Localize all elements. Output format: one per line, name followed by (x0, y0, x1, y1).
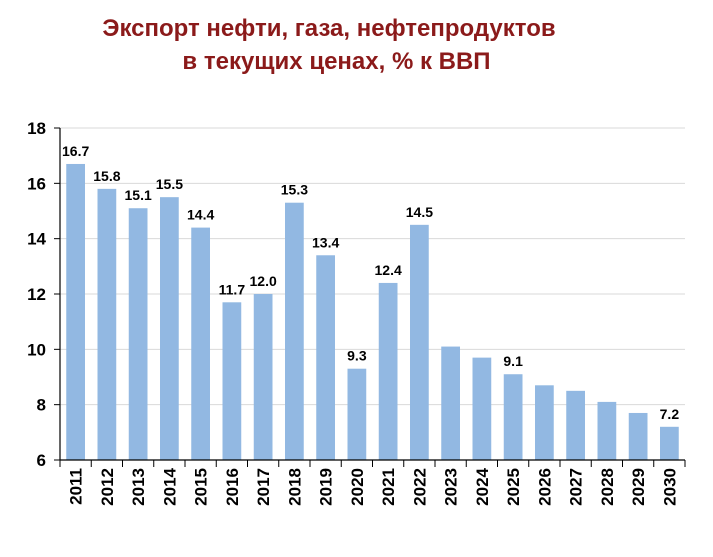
chart-title: Экспорт нефти, газа, нефтепродуктов в те… (0, 12, 713, 78)
gridlines (60, 127, 685, 406)
data-label-2030: 7.2 (660, 406, 680, 422)
bar-2017 (253, 294, 273, 460)
data-label-2012: 15.8 (93, 168, 120, 184)
bar-2021 (378, 282, 398, 460)
y-tick-label: 12 (27, 285, 46, 304)
bar-2023 (441, 346, 460, 460)
y-tick-label: 16 (27, 174, 46, 193)
data-label-2022: 14.5 (406, 204, 433, 220)
data-label-2016: 11.7 (219, 281, 246, 297)
data-label-2017: 12.0 (250, 273, 277, 289)
y-tick-label: 8 (37, 396, 46, 415)
x-tick-label-2013: 2013 (129, 468, 148, 506)
y-tick-label: 6 (37, 451, 46, 470)
x-tick-label-2020: 2020 (348, 468, 367, 506)
bar-2013 (128, 208, 148, 460)
chart-title-line-2: в текущих ценах, % к ВВП (182, 48, 491, 75)
bar-2020 (347, 368, 367, 460)
x-tick-label-2014: 2014 (160, 467, 179, 505)
data-label-2014: 15.5 (156, 176, 183, 192)
y-tick-label: 18 (27, 119, 46, 138)
x-tick-label-2011: 2011 (67, 468, 86, 505)
axes: 6 8 10 12 14 16 18 2011 2012 2013 2014 2015 2016 2017… (27, 119, 686, 506)
data-labels: 16.715.8 15.115.514.4 11.712.0 15.3 13.4 9.3 1… (62, 143, 679, 422)
chart-title-line-1: Экспорт нефти, газа, нефтепродуктов (102, 15, 556, 42)
bars (66, 163, 679, 460)
x-tick-label-2027: 2027 (567, 468, 586, 506)
bar-2016 (222, 302, 242, 460)
x-tick-label-2026: 2026 (535, 468, 554, 506)
x-tick-label-2016: 2016 (223, 468, 242, 506)
bar-2027 (566, 390, 585, 460)
bar-2015 (191, 227, 210, 460)
x-tick-label-2017: 2017 (254, 468, 273, 506)
x-tick-label-2019: 2019 (317, 468, 336, 506)
bar-2014 (160, 197, 179, 460)
bar-2019 (316, 255, 335, 460)
bar-2030 (660, 426, 679, 460)
data-label-2013: 15.1 (125, 187, 152, 203)
x-tick-label-2030: 2030 (660, 468, 679, 506)
data-label-2021: 12.4 (375, 262, 402, 278)
data-label-2018: 15.3 (281, 182, 308, 198)
bar-2028 (597, 401, 617, 460)
x-tick-label-2023: 2023 (442, 468, 461, 506)
bar-2012 (97, 188, 117, 460)
data-label-2025: 9.1 (503, 353, 523, 369)
x-tick-label-2018: 2018 (285, 468, 304, 506)
data-label-2019: 13.4 (312, 234, 339, 250)
bar-2018 (285, 202, 304, 460)
y-tick-label: 10 (27, 340, 46, 359)
bar-2011 (66, 163, 85, 460)
x-tick-label-2028: 2028 (598, 468, 617, 506)
bar-2026 (535, 385, 554, 460)
x-tick-label-2029: 2029 (629, 468, 648, 506)
x-tick-label-2015: 2015 (192, 468, 211, 506)
data-label-2015: 14.4 (187, 207, 214, 223)
data-label-2020: 9.3 (347, 348, 367, 364)
x-tick-label-2021: 2021 (379, 468, 398, 506)
x-tick-label-2012: 2012 (98, 468, 117, 506)
x-tick-label-2025: 2025 (504, 468, 523, 506)
y-tick-label: 14 (27, 230, 46, 249)
bar-2022 (410, 224, 429, 460)
bar-2025 (503, 374, 523, 460)
x-tick-label-2024: 2024 (473, 467, 492, 505)
bar-2029 (628, 412, 648, 460)
data-label-2011: 16.7 (62, 143, 89, 159)
x-tick-label-2022: 2022 (410, 468, 429, 506)
bar-2024 (472, 357, 492, 460)
